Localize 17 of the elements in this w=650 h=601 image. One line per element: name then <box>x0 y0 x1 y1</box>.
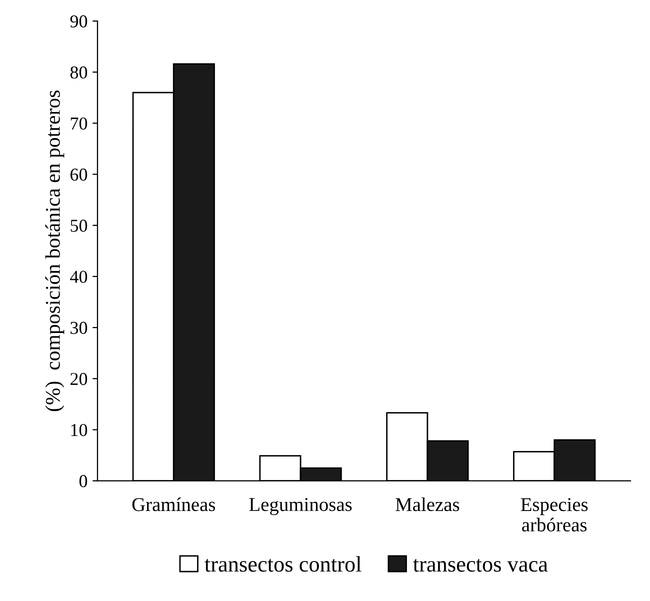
x-tick-label: Leguminosas <box>249 498 352 516</box>
x-tick-label: Especies arbóreas <box>520 498 588 532</box>
x-tick-label: Gramíneas <box>132 497 216 512</box>
y-tick-label: 60 <box>70 168 88 181</box>
y-tick-label: 0 <box>79 475 88 488</box>
y-tick-label: 40 <box>70 270 88 283</box>
y-tick-label: 80 <box>70 66 88 79</box>
y-tick-label: 30 <box>70 322 88 334</box>
legend-label: transectos vaca <box>413 559 548 572</box>
x-tick-label: Malezas <box>396 497 460 512</box>
y-tick-label: 20 <box>70 372 88 386</box>
y-axis-title: (%) composición botánica en potreros <box>45 90 64 412</box>
y-tick-label: 50 <box>70 220 88 232</box>
y-tick-label: 70 <box>70 117 88 130</box>
y-tick-label: 90 <box>70 15 88 28</box>
y-tick-label: 10 <box>71 424 88 436</box>
legend-label: transectos control <box>204 556 362 572</box>
